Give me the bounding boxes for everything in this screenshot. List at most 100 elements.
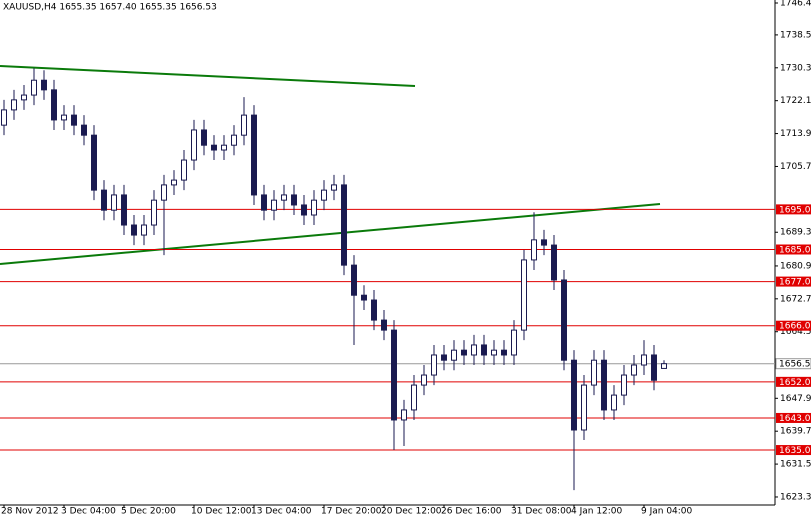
candle-body — [591, 359, 597, 386]
candle-body — [421, 374, 427, 386]
candle-body — [261, 194, 267, 211]
candle-body — [611, 394, 617, 411]
candle-body — [51, 89, 57, 121]
x-tick-label: 3 Dec 04:00 — [61, 507, 116, 516]
candle-body — [401, 409, 407, 421]
candle-body — [601, 359, 607, 411]
x-tick-label: 10 Dec 12:00 — [191, 507, 252, 516]
candle-body — [191, 129, 197, 161]
trend-line — [0, 203, 661, 265]
candle-body — [391, 329, 397, 421]
candle-body — [101, 189, 107, 211]
candle-body — [451, 349, 457, 361]
y-tick-label: 1713.90 — [780, 129, 811, 139]
candle-body — [311, 199, 317, 216]
chart-title: XAUUSD,H4 1655.35 1657.40 1655.35 1656.5… — [3, 3, 217, 13]
candle-body — [581, 384, 587, 431]
candle-body — [371, 299, 377, 321]
candle-body — [231, 134, 237, 146]
y-tick-label: 1738.50 — [780, 30, 811, 40]
level-label-box — [776, 320, 811, 331]
candle-body — [351, 264, 357, 296]
candle-body — [571, 359, 577, 431]
x-tick-label: 17 Dec 20:00 — [321, 507, 382, 516]
candle-body — [1, 109, 7, 126]
candle-body — [431, 354, 437, 376]
level-label-box — [776, 376, 811, 387]
level-label-box — [776, 244, 811, 255]
candle-body — [271, 199, 277, 211]
y-tick-label: 1623.30 — [780, 492, 811, 502]
candle-body — [61, 114, 67, 121]
candle-body — [91, 134, 97, 191]
y-tick-label: 1680.90 — [780, 261, 811, 271]
candle-body — [541, 239, 547, 246]
candle-body — [171, 179, 177, 186]
y-tick-label: 1722.10 — [780, 96, 811, 106]
level-label: 1643.00 — [779, 414, 811, 424]
level-label-box — [776, 276, 811, 287]
candle-body — [201, 129, 207, 146]
x-tick-label: 5 Dec 20:00 — [121, 507, 176, 516]
candle-body — [531, 239, 537, 261]
candle-body — [441, 354, 447, 361]
candle-body — [151, 199, 157, 226]
y-tick-label: 1705.70 — [780, 162, 811, 172]
candle-body — [521, 259, 527, 331]
candle-body — [181, 159, 187, 181]
x-tick-label: 13 Dec 04:00 — [251, 507, 312, 516]
candle-body — [631, 364, 637, 376]
candle-body — [81, 124, 87, 136]
candle-body — [561, 279, 567, 361]
last-price-box — [775, 358, 811, 370]
level-label: 1685.00 — [779, 245, 811, 255]
candle-body — [621, 374, 627, 396]
candle-body — [291, 194, 297, 206]
level-label: 1695.00 — [779, 205, 811, 215]
candle-body — [251, 114, 257, 196]
candle-body — [71, 114, 77, 126]
y-tick-label: 1639.70 — [780, 427, 811, 437]
candle-body — [301, 204, 307, 216]
y-tick-label: 1664.50 — [780, 327, 811, 337]
candle-body — [111, 194, 117, 211]
level-label: 1677.00 — [779, 278, 811, 288]
candle-body — [381, 319, 387, 331]
y-tick-label: 1689.30 — [780, 228, 811, 238]
candle-body — [281, 194, 287, 201]
y-tick-label: 1631.50 — [780, 460, 811, 470]
candle-body — [331, 184, 337, 191]
candle-body — [481, 344, 487, 356]
candle-body — [491, 349, 497, 356]
level-label: 1652.00 — [779, 378, 811, 388]
candle-body — [211, 144, 217, 151]
candle-body — [131, 224, 137, 236]
candle-body — [471, 344, 477, 356]
candle-body — [11, 99, 17, 111]
x-tick-label: 28 Nov 2012 — [1, 507, 59, 516]
candle-body — [31, 79, 37, 96]
x-tick-label: 20 Dec 12:00 — [381, 507, 442, 516]
candle-body — [321, 189, 327, 201]
candle-body — [461, 349, 467, 356]
candle-body — [141, 224, 147, 236]
candle-body — [551, 244, 557, 281]
x-tick-label: 26 Dec 16:00 — [441, 507, 502, 516]
last-price-label: 1656.53 — [779, 360, 811, 370]
candle-body — [501, 349, 507, 356]
x-tick-label: 9 Jan 04:00 — [641, 507, 693, 516]
x-tick-label: 4 Jan 12:00 — [571, 507, 623, 516]
candle-body — [221, 144, 227, 151]
candle-body — [121, 194, 127, 226]
candle-body — [661, 363, 667, 369]
y-tick-label: 1647.90 — [780, 394, 811, 404]
candle-body — [511, 329, 517, 356]
y-tick-label: 1746.45 — [780, 0, 811, 9]
candle-body — [361, 294, 367, 301]
candle-body — [161, 184, 167, 201]
level-label: 1666.00 — [779, 322, 811, 332]
candle-body — [241, 114, 247, 136]
